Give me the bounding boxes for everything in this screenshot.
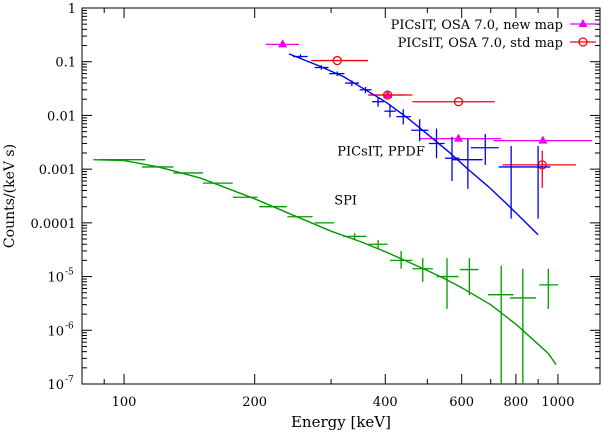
x-tick-label: 1000 <box>541 395 574 410</box>
series-layer <box>93 39 593 384</box>
legend-label: PICsIT, OSA 7.0, std map <box>398 36 563 51</box>
triangle-marker <box>454 133 464 142</box>
axis-ticks <box>82 7 600 385</box>
y-axis-label: Counts/(keV s) <box>2 144 18 248</box>
model-line <box>93 159 557 366</box>
x-tick-label: 800 <box>503 395 528 410</box>
legend-triangle-marker <box>578 19 588 27</box>
legend: PICsIT, OSA 7.0, new map PICsIT, OSA 7.0,… <box>391 18 596 51</box>
axis-labels: 100 200 400 600 800 1000 1 0.1 0.01 0.001 0.0001 10… <box>31 2 575 410</box>
y-tick-label: 0.001 <box>39 163 76 178</box>
legend-circle-marker <box>578 37 588 47</box>
circle-marker <box>382 90 393 100</box>
x-tick-label: 200 <box>242 395 267 410</box>
annotation-label: PICsIT, PPDF <box>337 144 425 159</box>
y-tick-exponent: -7 <box>65 375 74 385</box>
model-line <box>288 53 539 236</box>
triangle-marker <box>538 135 548 144</box>
plot-frame <box>81 7 601 385</box>
x-tick-label: 400 <box>373 395 398 410</box>
triangle-marker <box>383 90 393 99</box>
x-tick-label: 600 <box>449 395 474 410</box>
y-tick-label: 0.0001 <box>31 217 77 232</box>
y-tick-exponent: -6 <box>65 321 74 331</box>
y-tick-label: 0.01 <box>47 109 76 124</box>
y-tick-label: 10 <box>47 378 64 393</box>
x-axis-label: Energy [keV] <box>291 413 391 431</box>
annotations: PICsIT, PPDF SPI <box>334 144 425 208</box>
circle-marker <box>453 97 464 107</box>
circle-marker <box>332 55 342 66</box>
y-tick-label: 1 <box>68 2 76 17</box>
y-tick-label: 10 <box>47 324 64 339</box>
x-tick-label: 100 <box>112 395 137 410</box>
y-tick-exponent: -5 <box>65 268 74 278</box>
annotation-label: SPI <box>334 193 357 208</box>
y-tick-label: 0.1 <box>55 56 76 71</box>
triangle-marker <box>278 39 288 48</box>
y-tick-label: 10 <box>47 271 64 286</box>
legend-label: PICsIT, OSA 7.0, new map <box>391 18 563 33</box>
